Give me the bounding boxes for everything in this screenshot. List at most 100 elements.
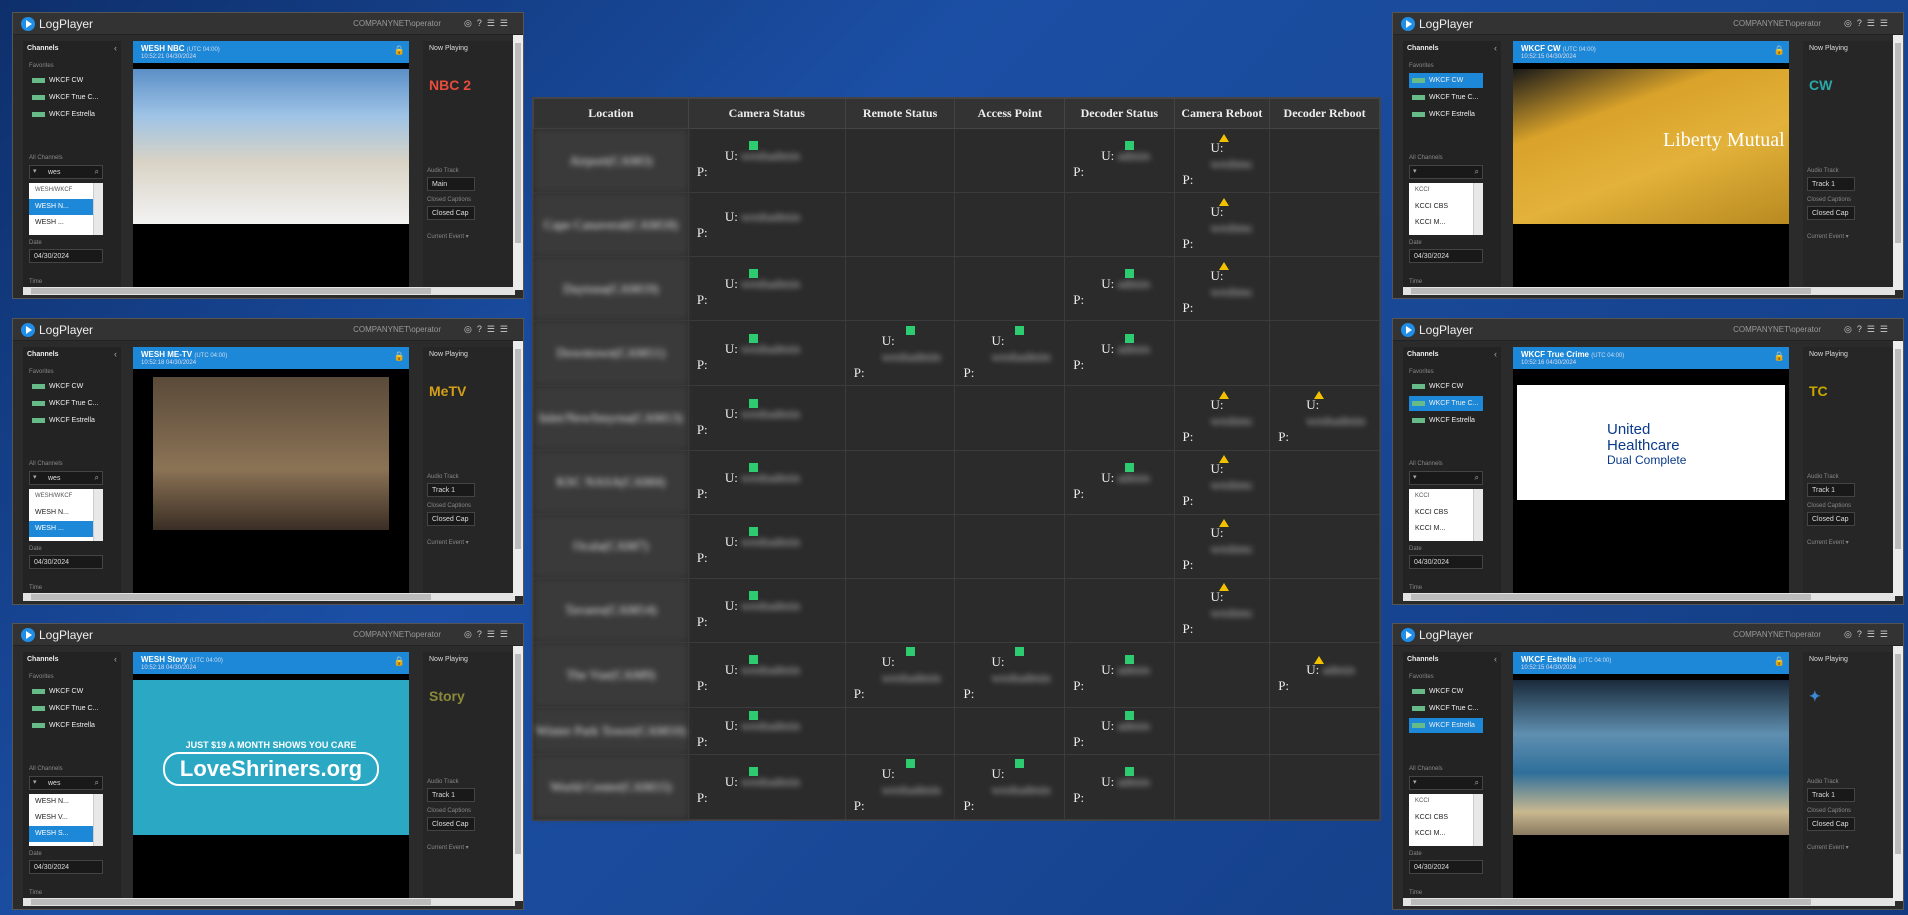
dropdown-icon[interactable]: ▾ — [1413, 168, 1417, 175]
list-scrollbar[interactable] — [1473, 489, 1483, 541]
vertical-scrollbar[interactable] — [513, 646, 523, 901]
video-frame[interactable] — [133, 375, 409, 530]
favorite-item[interactable]: WKCF CW — [29, 379, 103, 394]
list-item[interactable]: WESH N... — [29, 199, 103, 215]
search-icon[interactable]: ⌕ — [94, 167, 99, 176]
search-icon[interactable]: ⌕ — [1474, 778, 1479, 787]
scrollbar-thumb[interactable] — [31, 288, 431, 294]
dropdown-icon[interactable]: ▾ — [33, 474, 37, 481]
list-item[interactable]: WESH/WKCF — [35, 493, 73, 499]
collapse-chevron-icon[interactable]: ‹ — [1494, 349, 1497, 359]
date-input[interactable]: 04/30/2024 — [29, 249, 103, 263]
date-input[interactable]: 04/30/2024 — [29, 555, 103, 569]
date-input[interactable]: 04/30/2024 — [29, 860, 103, 874]
vertical-scrollbar[interactable] — [1893, 341, 1903, 596]
list-item[interactable]: WESH V... — [35, 814, 68, 821]
list-item[interactable]: KCCI M... — [1415, 525, 1446, 532]
lock-icon[interactable]: 🔒 — [393, 351, 405, 361]
toolbar-icons[interactable]: ◎?☰☰ — [464, 629, 513, 639]
channel-list[interactable]: KCCI KCCI CBS KCCI M... — [1409, 489, 1483, 541]
lock-icon[interactable]: 🔒 — [1773, 351, 1785, 361]
favorite-item[interactable]: WKCF Estrella — [29, 107, 103, 122]
dropdown-icon[interactable]: ▾ — [1413, 779, 1417, 786]
favorite-item[interactable]: WKCF True C... — [1409, 396, 1483, 411]
favorite-item[interactable]: WKCF True C... — [29, 701, 103, 716]
video-panel[interactable]: WESH ME-TV (UTC 04:00) 10:52:18 04/30/202… — [133, 347, 409, 594]
channel-list[interactable]: WESH/WKCF WESH N... WESH ... — [29, 183, 103, 235]
video-panel[interactable]: WKCF Estrella (UTC 04:00) 10:52:15 04/30/… — [1513, 652, 1789, 899]
closed-captions-select[interactable]: Closed Cap — [427, 817, 475, 831]
scrollbar-thumb[interactable] — [31, 899, 431, 905]
channel-search-input[interactable]: ▾ ⌕ — [1409, 776, 1483, 790]
collapse-chevron-icon[interactable]: ‹ — [1494, 43, 1497, 53]
list-scrollbar[interactable] — [1473, 183, 1483, 235]
list-item[interactable]: KCCI M... — [1415, 219, 1446, 226]
list-item[interactable]: WESH/WKCF — [35, 187, 73, 193]
favorite-item[interactable]: WKCF Estrella — [29, 413, 103, 428]
channel-search-input[interactable]: ▾ ⌕ — [1409, 471, 1483, 485]
horizontal-scrollbar[interactable] — [23, 593, 515, 601]
favorite-item[interactable]: WKCF CW — [1409, 379, 1483, 394]
audio-track-select[interactable]: Track 1 — [1807, 788, 1855, 802]
closed-captions-select[interactable]: Closed Cap — [1807, 206, 1855, 220]
video-panel[interactable]: WESH Story (UTC 04:00) 10:52:18 04/30/202… — [133, 652, 409, 899]
scrollbar-thumb[interactable] — [515, 43, 521, 243]
list-item[interactable]: KCCI — [1415, 493, 1430, 499]
lock-icon[interactable]: 🔒 — [1773, 45, 1785, 55]
audio-track-select[interactable]: Track 1 — [1807, 177, 1855, 191]
toolbar-icons[interactable]: ◎?☰☰ — [464, 324, 513, 334]
audio-track-select[interactable]: Main — [427, 177, 475, 191]
current-event-label[interactable]: Current Event ▾ — [427, 234, 469, 240]
lock-icon[interactable]: 🔒 — [393, 656, 405, 666]
favorite-item[interactable]: WKCF Estrella — [1409, 413, 1483, 428]
list-item[interactable]: KCCI CBS — [1415, 814, 1449, 821]
current-event-label[interactable]: Current Event ▾ — [427, 845, 469, 851]
video-panel[interactable]: WKCF CW (UTC 04:00) 10:52:15 04/30/2024 🔒 L… — [1513, 41, 1789, 288]
favorite-item[interactable]: WKCF Estrella — [1409, 107, 1483, 122]
channel-list[interactable]: KCCI KCCI CBS KCCI M... — [1409, 794, 1483, 846]
list-item[interactable]: KCCI M... — [1415, 830, 1446, 837]
favorite-item[interactable]: WKCF CW — [1409, 684, 1483, 699]
horizontal-scrollbar[interactable] — [23, 287, 515, 295]
toolbar-icons[interactable]: ◎?☰☰ — [1844, 18, 1893, 28]
closed-captions-select[interactable]: Closed Cap — [427, 512, 475, 526]
list-item[interactable]: WESH N... — [35, 798, 69, 805]
channel-list[interactable]: WESH/WKCF WESH N... WESH ... — [29, 489, 103, 541]
favorite-item[interactable]: WKCF CW — [29, 684, 103, 699]
favorite-item[interactable]: WKCF CW — [29, 73, 103, 88]
video-panel[interactable]: WKCF True Crime (UTC 04:00) 10:52:16 04/3… — [1513, 347, 1789, 594]
channel-search-input[interactable]: ▾ wes ⌕ — [29, 165, 103, 179]
audio-track-select[interactable]: Track 1 — [427, 788, 475, 802]
list-item[interactable]: WESH N... — [35, 509, 69, 516]
scrollbar-thumb[interactable] — [1895, 43, 1901, 243]
list-scrollbar[interactable] — [93, 489, 103, 541]
list-item[interactable]: WESH ... — [29, 521, 103, 537]
dropdown-icon[interactable]: ▾ — [33, 168, 37, 175]
current-event-label[interactable]: Current Event ▾ — [1807, 234, 1849, 240]
toolbar-icons[interactable]: ◎?☰☰ — [1844, 629, 1893, 639]
collapse-chevron-icon[interactable]: ‹ — [1494, 654, 1497, 664]
closed-captions-select[interactable]: Closed Cap — [1807, 512, 1855, 526]
list-item[interactable]: KCCI — [1415, 187, 1430, 193]
lock-icon[interactable]: 🔒 — [393, 45, 405, 55]
channel-list[interactable]: KCCI KCCI CBS KCCI M... — [1409, 183, 1483, 235]
horizontal-scrollbar[interactable] — [1403, 898, 1895, 906]
channel-search-input[interactable]: ▾ ⌕ — [1409, 165, 1483, 179]
current-event-label[interactable]: Current Event ▾ — [427, 540, 469, 546]
date-input[interactable]: 04/30/2024 — [1409, 860, 1483, 874]
current-event-label[interactable]: Current Event ▾ — [1807, 540, 1849, 546]
scrollbar-thumb[interactable] — [1411, 899, 1811, 905]
video-frame[interactable]: JUST $19 A MONTH SHOWS YOU CARE LoveShrin… — [133, 680, 409, 835]
favorite-item[interactable]: WKCF True C... — [29, 396, 103, 411]
date-input[interactable]: 04/30/2024 — [1409, 249, 1483, 263]
search-icon[interactable]: ⌕ — [94, 473, 99, 482]
list-scrollbar[interactable] — [93, 183, 103, 235]
dropdown-icon[interactable]: ▾ — [33, 779, 37, 786]
closed-captions-select[interactable]: Closed Cap — [427, 206, 475, 220]
favorite-item[interactable]: WKCF Estrella — [1409, 718, 1483, 733]
vertical-scrollbar[interactable] — [513, 341, 523, 596]
current-event-label[interactable]: Current Event ▾ — [1807, 845, 1849, 851]
horizontal-scrollbar[interactable] — [23, 898, 515, 906]
horizontal-scrollbar[interactable] — [1403, 593, 1895, 601]
horizontal-scrollbar[interactable] — [1403, 287, 1895, 295]
